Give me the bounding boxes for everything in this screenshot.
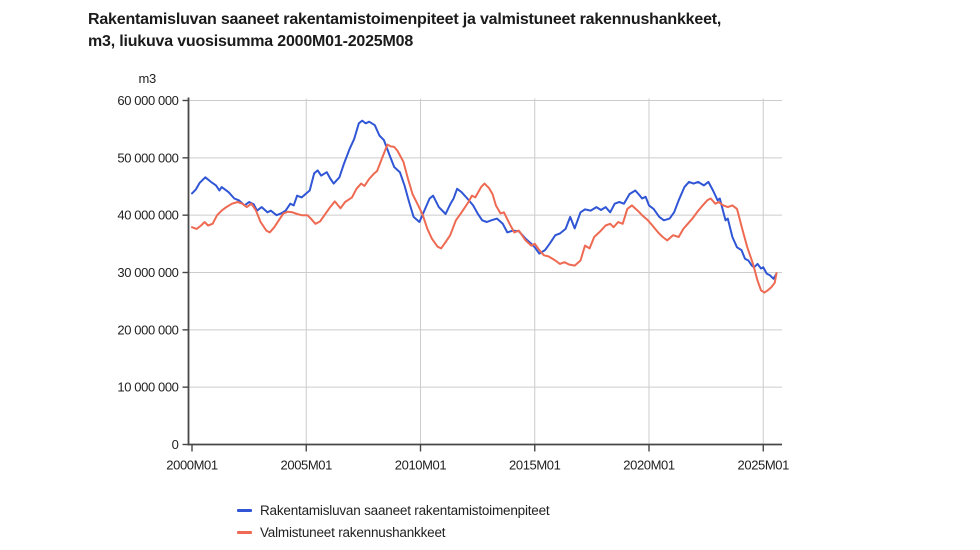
x-tick-label: 2010M01 <box>395 458 447 473</box>
legend-label-completed: Valmistuneet rakennushankkeet <box>260 524 446 540</box>
y-tick-label: 0 <box>172 437 179 452</box>
y-tick-label: 30 000 000 <box>117 265 178 280</box>
legend-item-completed: Valmistuneet rakennushankkeet <box>237 521 549 543</box>
y-tick-label: 40 000 000 <box>117 208 178 223</box>
y-tick-label: 20 000 000 <box>117 322 178 337</box>
completed-line-swatch-icon <box>237 530 252 534</box>
chart-title-line1: Rakentamisluvan saaneet rakentamistoimen… <box>88 11 722 28</box>
x-tick-label: 2000M01 <box>166 458 218 473</box>
x-tick-label: 2015M01 <box>509 458 561 473</box>
series-line-completed <box>191 143 778 294</box>
series-line-permits <box>191 119 778 280</box>
x-tick-label: 2020M01 <box>623 458 675 473</box>
y-tick-label: 50 000 000 <box>117 150 178 165</box>
permits-line-swatch-icon <box>237 508 252 512</box>
legend-label-permits: Rakentamisluvan saaneet rakentamistoimen… <box>260 502 550 518</box>
chart-title: Rakentamisluvan saaneet rakentamistoimen… <box>88 9 848 52</box>
y-axis-unit-label: m3 <box>138 71 157 86</box>
y-tick-label: 60 000 000 <box>117 93 178 108</box>
x-tick-label: 2005M01 <box>281 458 333 473</box>
x-tick-label: 2025M01 <box>738 458 790 473</box>
chart-title-line2: m3, liukuva vuosisumma 2000M01-2025M08 <box>88 32 414 50</box>
legend-item-permits: Rakentamisluvan saaneet rakentamistoimen… <box>237 499 550 521</box>
y-tick-label: 10 000 000 <box>117 380 178 395</box>
chart-legend: Rakentamisluvan saaneet rakentamistoimen… <box>237 499 550 543</box>
